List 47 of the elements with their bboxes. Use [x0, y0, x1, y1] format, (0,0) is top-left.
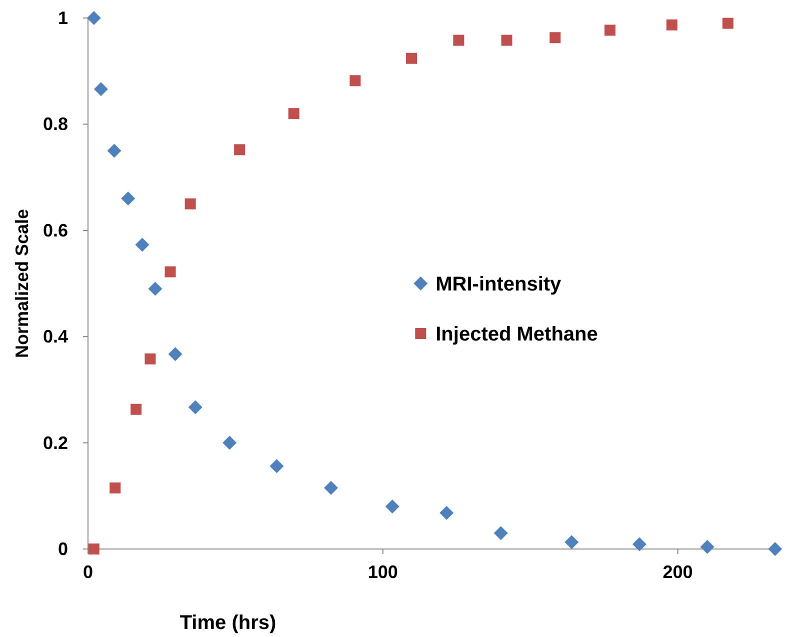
point — [270, 459, 284, 474]
point — [385, 500, 400, 514]
point — [94, 82, 108, 96]
y-tick-label: 0 — [58, 539, 68, 559]
point — [86, 11, 101, 25]
point — [130, 404, 142, 415]
point — [135, 238, 150, 252]
point — [324, 480, 338, 495]
y-tick-label: 1 — [58, 8, 68, 28]
x-tick-label: 100 — [368, 562, 398, 582]
point — [722, 18, 734, 29]
point — [184, 198, 196, 210]
point — [604, 24, 616, 36]
point — [164, 266, 176, 278]
x-tick-label: 0 — [82, 562, 94, 582]
point — [632, 537, 646, 552]
legend-label: Injected Methane — [436, 324, 598, 346]
point — [222, 436, 237, 450]
point — [188, 400, 202, 414]
point — [88, 544, 100, 554]
point — [550, 32, 561, 44]
point — [234, 144, 246, 156]
y-tick-label: 0.4 — [42, 326, 68, 347]
point — [288, 108, 300, 120]
y-tick-label: 0.8 — [42, 114, 68, 134]
point — [121, 192, 136, 206]
y-axis-title: Normalized Scale — [12, 208, 32, 358]
y-tick-label: 0.6 — [42, 220, 68, 240]
point — [440, 506, 454, 520]
point — [564, 535, 579, 550]
x-axis-title: Time (hrs) — [180, 612, 276, 634]
x-tick-label: 200 — [662, 562, 693, 582]
point — [107, 144, 122, 158]
point — [110, 482, 121, 494]
point — [453, 34, 464, 46]
point — [168, 347, 182, 362]
point — [494, 526, 508, 540]
point — [148, 282, 162, 296]
point — [700, 540, 714, 554]
point — [501, 34, 512, 46]
point — [666, 19, 678, 30]
legend-label: MRI-intensity — [436, 274, 562, 296]
y-tick-label: 0.2 — [42, 432, 68, 453]
point — [768, 542, 782, 556]
point — [406, 52, 417, 64]
point — [350, 75, 361, 86]
point — [144, 353, 156, 364]
